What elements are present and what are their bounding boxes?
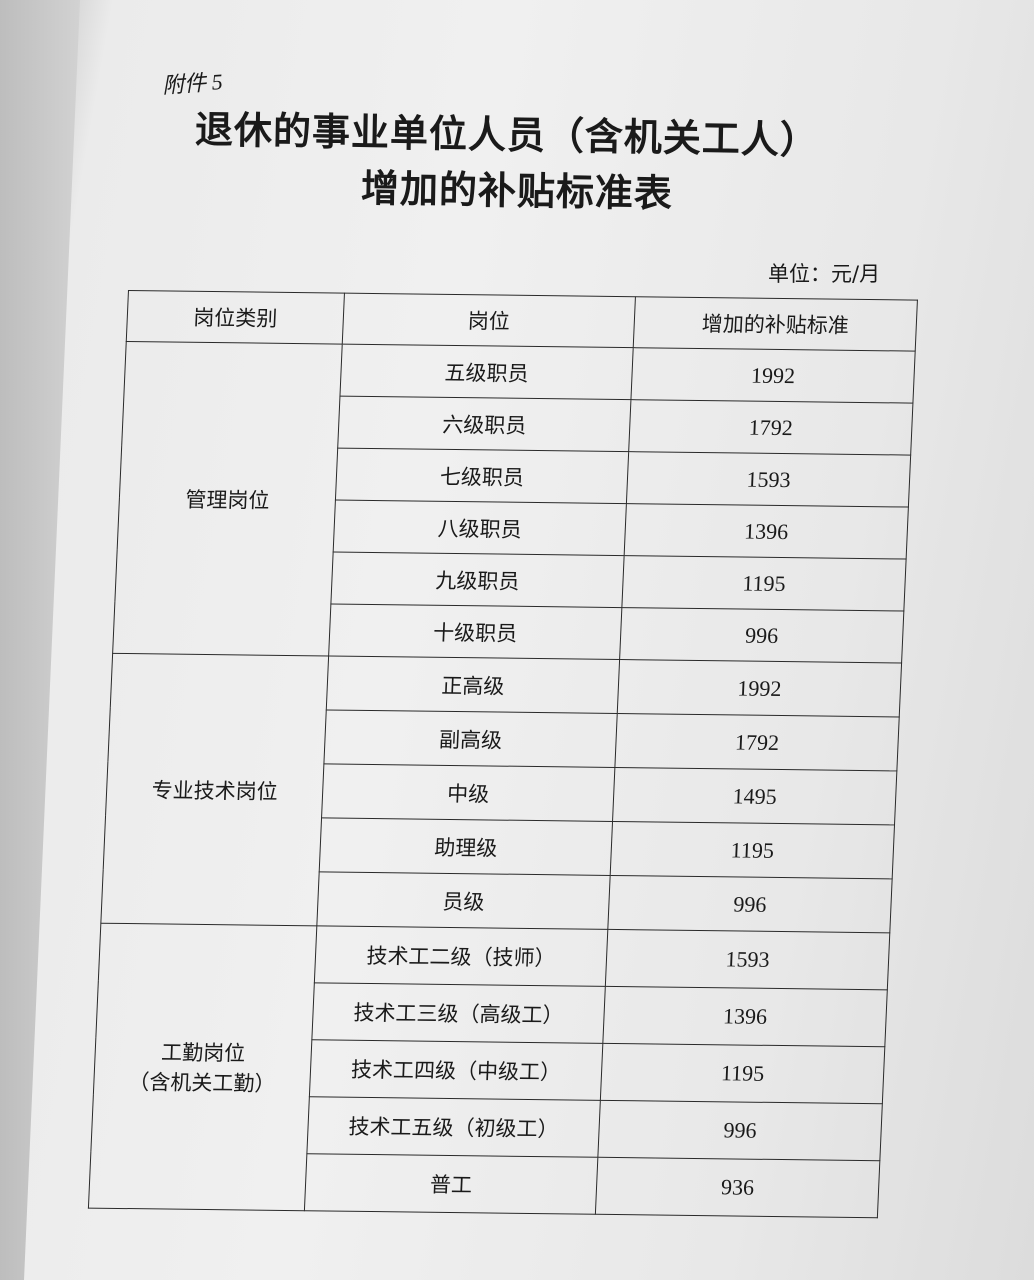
position-cell: 六级职员 (337, 396, 631, 452)
standard-cell: 936 (595, 1157, 880, 1218)
position-cell: 八级职员 (333, 500, 627, 556)
position-cell: 技术工二级（技师） (314, 925, 608, 987)
position-cell: 正高级 (326, 655, 620, 714)
standard-cell: 1396 (624, 503, 909, 560)
standard-cell: 996 (597, 1100, 883, 1161)
unit-label: 单位：元/月 (768, 262, 881, 286)
attachment-label: 附件 5 (161, 68, 224, 99)
position-cell: 十级职员 (328, 604, 622, 660)
position-cell: 副高级 (323, 709, 618, 768)
standard-cell: 1195 (621, 555, 907, 612)
standard-cell: 1792 (628, 399, 913, 456)
standard-cell: 1495 (612, 767, 897, 825)
header-category: 岗位类别 (126, 290, 345, 345)
category-cell: 管理岗位 (112, 341, 343, 656)
position-cell: 技术工四级（中级工） (309, 1039, 603, 1101)
standard-cell: 1195 (600, 1043, 885, 1104)
position-cell: 普工 (304, 1153, 598, 1215)
standard-cell: 1195 (610, 821, 895, 879)
position-cell: 五级职员 (339, 344, 634, 400)
subsidy-table: 岗位类别 岗位 增加的补贴标准 管理岗位 五级职员 1992 六级职员 1792 七级职员… (88, 290, 918, 1218)
position-cell: 中级 (321, 763, 615, 822)
position-cell: 员级 (316, 871, 611, 930)
category-label: 工勤岗位 (160, 1040, 246, 1066)
header-standard: 增加的补贴标准 (633, 296, 918, 352)
position-cell: 助理级 (319, 817, 613, 876)
position-cell: 九级职员 (330, 552, 625, 608)
position-cell: 技术工三级（高级工） (311, 982, 606, 1044)
header-position: 岗位 (342, 293, 636, 348)
category-label: 专业技术岗位 (151, 777, 279, 804)
table-row: 专业技术岗位 正高级 1992 (100, 653, 902, 926)
standard-cell: 1992 (630, 347, 916, 404)
table-row: 工勤岗位 （含机关工勤） 技术工二级（技师） 1593 (88, 923, 890, 1211)
category-cell: 工勤岗位 （含机关工勤） (88, 923, 317, 1211)
category-sublabel: （含机关工勤） (127, 1070, 276, 1096)
position-cell: 七级职员 (335, 448, 629, 504)
standard-cell: 996 (607, 875, 893, 933)
standard-cell: 1593 (626, 451, 911, 508)
category-cell: 专业技术岗位 (100, 653, 329, 926)
category-label: 管理岗位 (184, 487, 270, 513)
standard-cell: 1593 (605, 929, 890, 990)
table-row: 管理岗位 五级职员 1992 (112, 341, 916, 656)
standard-cell: 1396 (602, 986, 888, 1047)
standard-cell: 996 (619, 607, 904, 663)
position-cell: 技术工五级（初级工） (306, 1096, 601, 1158)
standard-cell: 1792 (614, 713, 900, 771)
standard-cell: 1992 (617, 659, 902, 717)
